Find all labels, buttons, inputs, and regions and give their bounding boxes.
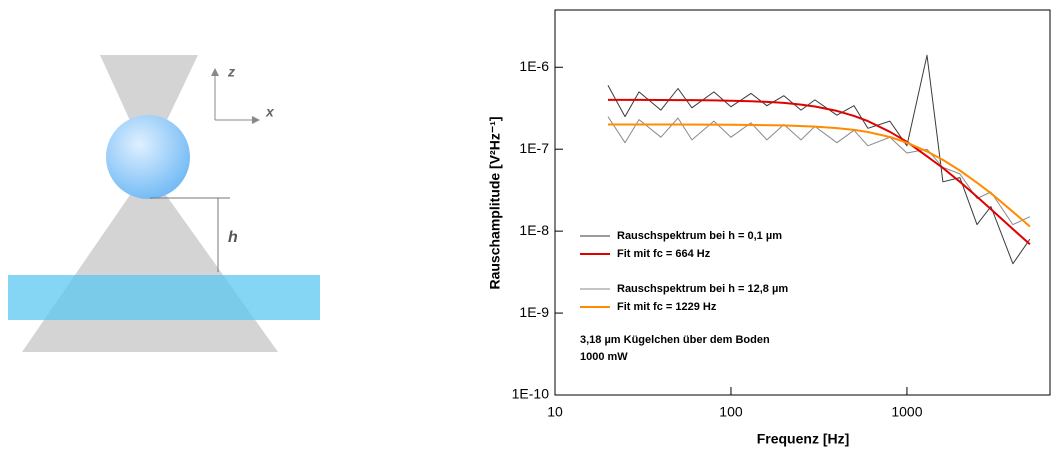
x-tick-label: 100	[719, 404, 743, 420]
slab	[8, 275, 320, 320]
z-arrow	[211, 68, 219, 76]
y-tick-label: 1E-10	[512, 386, 550, 402]
sphere	[106, 115, 190, 199]
x-axis-title: Frequenz [Hz]	[757, 431, 850, 447]
annotation: 1000 mW	[580, 351, 628, 363]
y-tick-label: 1E-8	[519, 222, 549, 238]
diagram: z x h	[8, 55, 320, 352]
plot-frame	[554, 9, 1051, 396]
y-axis-title: Rauschamplitude [V²Hz⁻¹]	[487, 116, 503, 289]
x-tick-label: 1000	[891, 404, 922, 420]
series-line	[608, 98, 1031, 246]
series-line	[608, 123, 1031, 228]
series-line	[607, 116, 1031, 226]
z-label: z	[227, 64, 235, 80]
legend-label: Fit mit fc = 664 Hz	[617, 248, 711, 260]
x-tick-label: 10	[547, 404, 563, 420]
series-line	[607, 54, 1031, 265]
h-label: h	[228, 229, 238, 246]
x-arrow	[252, 116, 260, 124]
legend-label: Rauschspektrum bei h = 12,8 µm	[617, 283, 788, 295]
y-tick-label: 1E-9	[519, 304, 549, 320]
x-label: x	[265, 104, 275, 120]
y-tick-label: 1E-7	[519, 140, 549, 156]
legend-label: Fit mit fc = 1229 Hz	[617, 301, 717, 313]
beam-top	[100, 55, 198, 160]
legend-label: Rauschspektrum bei h = 0,1 µm	[617, 230, 782, 242]
y-tick-label: 1E-6	[519, 58, 549, 74]
annotation: 3,18 µm Kügelchen über dem Boden	[580, 334, 770, 346]
beam-bottom	[22, 195, 278, 352]
